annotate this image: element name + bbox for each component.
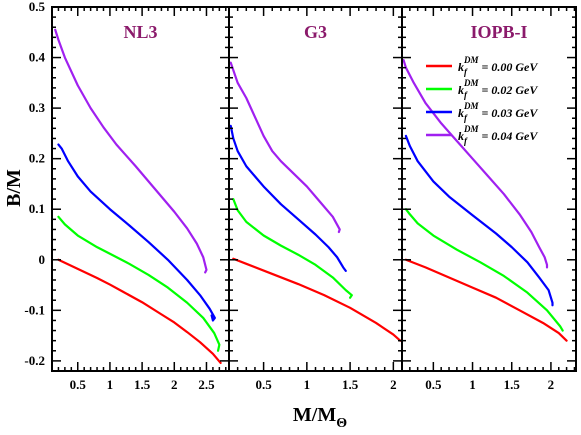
x-tick-label: 0.5 <box>255 377 272 392</box>
y-axis: -0.2 -0.1 0 0.1 0.2 0.3 0.4 0.5 <box>24 0 45 368</box>
panel-2: 0.5 1 1.5 2 IOPB-I <box>401 6 577 392</box>
x-tick-label: 1 <box>107 377 114 392</box>
panel-title: NL3 <box>123 22 157 42</box>
x-tick-label: 1 <box>304 377 311 392</box>
y-axis-title: B/M <box>3 169 25 207</box>
series-line-0-1 <box>57 215 221 352</box>
y-tick-label: -0.1 <box>24 302 45 317</box>
x-tick-label: 1.5 <box>134 377 151 392</box>
series-line-1-1 <box>232 198 353 299</box>
x-tick-label: 1.5 <box>342 377 359 392</box>
y-tick-label: 0.4 <box>29 50 46 65</box>
panel-1: 0.5 1 1.5 2 G3 <box>228 6 403 392</box>
x-axis-title-main: M/M <box>293 404 336 426</box>
x-tick-label: 0.5 <box>70 377 87 392</box>
series-line-2-2 <box>404 134 554 307</box>
series-line-0-0 <box>57 258 222 365</box>
legend-label: kfDM = 0.04 GeV <box>458 124 538 146</box>
legend-label: kfDM = 0.02 GeV <box>458 78 538 100</box>
x-axis-title: M/MΘ <box>293 404 347 430</box>
series-line-1-2 <box>229 124 347 272</box>
series-line-2-0 <box>404 258 568 342</box>
legend-label: kfDM = 0.00 GeV <box>458 55 538 77</box>
y-tick-label: 0.1 <box>29 201 45 216</box>
series-line-2-1 <box>404 208 564 332</box>
series-line-0-2 <box>57 143 216 322</box>
series-line-2-3 <box>402 58 549 269</box>
x-axis-title-sub: Θ <box>336 416 347 430</box>
panels-layer: 0.5 1 1.5 2 2.5 NL3 0.5 1 1.5 2 G3 0.5 1 1.5 2 IOPB-I <box>51 6 577 392</box>
x-tick-label: 1 <box>469 377 476 392</box>
y-tick-label: 0 <box>39 252 46 267</box>
x-tick-label: 2.5 <box>198 377 215 392</box>
x-tick-label: 2 <box>390 377 397 392</box>
x-tick-label: 2 <box>171 377 178 392</box>
y-tick-label: 0.5 <box>29 0 46 14</box>
legend-label: kfDM = 0.03 GeV <box>458 101 538 123</box>
x-tick-label: 2 <box>548 377 555 392</box>
x-tick-label: 0.5 <box>425 377 442 392</box>
series-line-1-0 <box>232 257 402 342</box>
panel-0: 0.5 1 1.5 2 2.5 NL3 <box>51 6 230 392</box>
panel-title: IOPB-I <box>470 22 527 42</box>
panel-title: G3 <box>304 22 327 42</box>
panel-frame <box>228 6 403 372</box>
x-tick-label: 1.5 <box>504 377 521 392</box>
series-line-0-3 <box>54 28 208 274</box>
y-tick-label: 0.3 <box>29 100 46 115</box>
y-tick-label: -0.2 <box>24 353 45 368</box>
series-line-1-3 <box>229 61 341 234</box>
y-tick-label: 0.2 <box>29 151 45 166</box>
